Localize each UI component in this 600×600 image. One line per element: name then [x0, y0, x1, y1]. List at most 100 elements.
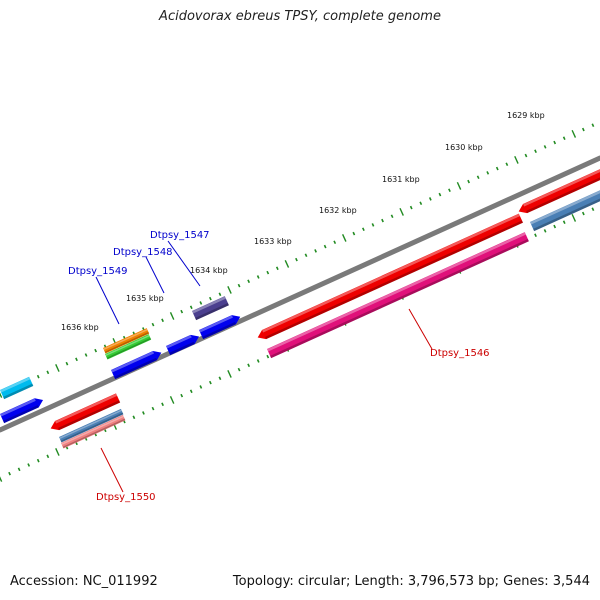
scale-minor-tick	[247, 363, 251, 368]
gene-1550-red[interactable]	[50, 393, 121, 431]
scale-major-tick	[456, 181, 462, 190]
gene-1549-green-highlight	[105, 334, 150, 357]
scale-minor-tick	[36, 458, 40, 463]
gene-1548-blue[interactable]	[166, 334, 200, 356]
scale-minor-tick	[438, 192, 442, 197]
gene-1546-reverse-pink-shadow	[270, 239, 529, 359]
gene-1550-salmon-body[interactable]	[61, 414, 126, 449]
gene-1546-reverse-pink-body[interactable]	[267, 232, 529, 359]
gene-label-1549[interactable]: Dtpsy_1549	[68, 266, 128, 277]
gene-left-cyan-body[interactable]	[0, 376, 34, 400]
scale-major-tick	[55, 448, 60, 456]
scale-minor-tick	[591, 123, 595, 127]
gene-1550-red-body[interactable]	[50, 393, 121, 431]
gene-1546-forward-red[interactable]	[257, 213, 523, 340]
scale-minor-tick	[323, 244, 327, 249]
gene-1550-steelblue-body[interactable]	[59, 408, 124, 443]
gene-1547-slate[interactable]	[192, 296, 229, 321]
gene-1547-slate-highlight	[192, 296, 226, 314]
gene-top-right-steelblue-body[interactable]	[530, 185, 600, 232]
scale-minor-tick	[428, 197, 432, 201]
scale-minor-tick	[362, 227, 365, 232]
gene-1550-salmon[interactable]	[61, 414, 126, 449]
scale-minor-tick	[65, 361, 69, 366]
gene-1550-red-shadow	[58, 400, 121, 431]
scale-minor-tick	[553, 140, 557, 145]
scale-minor-tick	[237, 283, 241, 288]
gene-left-cyan[interactable]	[0, 376, 34, 400]
scale-major-tick	[571, 213, 577, 222]
gene-label-1547[interactable]: Dtpsy_1547	[150, 230, 210, 241]
scale-minor-tick	[46, 454, 50, 459]
gene-1548-blue-shadow	[169, 341, 195, 356]
gene-1546-reverse-pink[interactable]	[267, 232, 529, 359]
scale-label-1631: 1631 kbp	[382, 175, 420, 184]
scale-minor-tick	[151, 322, 155, 327]
scale-minor-tick	[247, 279, 251, 284]
scale-minor-tick	[467, 179, 470, 184]
scale-minor-tick	[218, 292, 222, 297]
gene-1549-green[interactable]	[105, 334, 152, 360]
gene-1547-blue-body[interactable]	[199, 315, 241, 340]
scale-label-1630: 1630 kbp	[445, 143, 483, 152]
gene-left-blue[interactable]	[0, 398, 44, 424]
gene-1549-green-body[interactable]	[105, 334, 152, 360]
gene-label-1546[interactable]: Dtpsy_1546	[430, 348, 490, 359]
scale-minor-tick	[476, 175, 480, 180]
gene-top-right-red[interactable]	[518, 165, 600, 214]
gene-left-cyan-shadow	[3, 383, 34, 400]
gene-1549-orange-body[interactable]	[103, 328, 150, 354]
gene-1550-steelblue[interactable]	[59, 408, 124, 443]
gene-1549-blue-highlight	[111, 351, 155, 373]
gene-1547-blue[interactable]	[199, 315, 241, 340]
gene-top-right-red-body[interactable]	[518, 165, 600, 214]
scale-major-tick	[514, 155, 519, 164]
scale-minor-tick	[256, 359, 260, 363]
scale-minor-tick	[75, 357, 78, 362]
gene-1547-blue-shadow	[202, 322, 236, 340]
gene-label-1548[interactable]: Dtpsy_1548	[113, 247, 173, 258]
scale-major-tick	[169, 312, 175, 320]
accession-text: Accession: NC_011992	[10, 574, 158, 589]
scale-minor-tick	[352, 231, 356, 236]
scale-minor-tick	[36, 374, 40, 379]
gene-1550-salmon-shadow	[62, 418, 126, 449]
gene-top-right-red-shadow	[526, 177, 600, 214]
gene-top-right-red-highlight	[523, 169, 600, 207]
scale-major-tick	[0, 476, 3, 482]
gene-1550-red-highlight	[55, 393, 118, 424]
gene-top-right-steelblue-highlight	[530, 190, 600, 225]
scale-label-1633: 1633 kbp	[254, 237, 292, 246]
scale-minor-tick	[161, 318, 164, 323]
scale-minor-tick	[409, 205, 413, 210]
scale-minor-tick	[390, 214, 394, 219]
scale-minor-tick	[505, 162, 509, 167]
gene-1548-blue-highlight	[166, 335, 192, 349]
gene-1547-slate-body[interactable]	[192, 296, 229, 321]
gene-left-blue-shadow	[3, 405, 39, 424]
gene-1546-forward-red-body[interactable]	[257, 213, 523, 340]
scale-label-1635: 1635 kbp	[126, 294, 164, 303]
leader-line-1548	[145, 256, 165, 294]
gene-label-1550[interactable]: Dtpsy_1550	[96, 492, 156, 503]
gene-1549-blue-body[interactable]	[111, 351, 162, 380]
scale-minor-tick	[189, 305, 193, 310]
scale-minor-tick	[17, 467, 21, 472]
scale-minor-tick	[333, 240, 337, 245]
gene-left-blue-body[interactable]	[0, 398, 44, 424]
scale-minor-tick	[562, 220, 566, 225]
gene-top-right-steelblue[interactable]	[530, 185, 600, 232]
scale-major-tick	[399, 207, 404, 216]
scale-minor-tick	[266, 354, 270, 359]
genome-summary-text: Topology: circular; Length: 3,796,573 bp…	[232, 574, 590, 589]
scale-minor-tick	[180, 393, 184, 398]
scale-minor-tick	[534, 233, 537, 238]
scale-minor-tick	[199, 301, 203, 305]
scale-label-1629: 1629 kbp	[507, 111, 545, 120]
gene-1549-orange[interactable]	[103, 328, 150, 354]
scale-major-tick	[227, 286, 232, 294]
gene-1548-blue-body[interactable]	[166, 334, 200, 356]
gene-1549-blue[interactable]	[111, 351, 162, 380]
